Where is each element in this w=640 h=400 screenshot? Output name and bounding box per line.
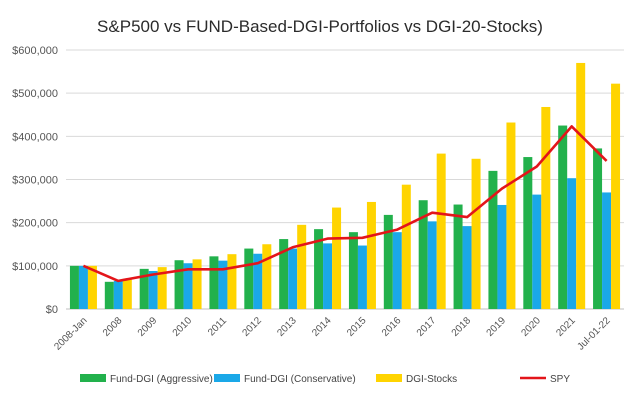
bar bbox=[497, 204, 507, 309]
y-tick-label: $600,000 bbox=[12, 45, 58, 57]
bar bbox=[262, 244, 272, 309]
bar bbox=[323, 243, 333, 309]
grid-layer bbox=[66, 49, 624, 310]
x-tick-label: 2020 bbox=[519, 315, 543, 339]
x-tick-label: 2019 bbox=[485, 315, 509, 339]
bar bbox=[506, 122, 516, 310]
legend-swatch bbox=[80, 374, 106, 382]
bar bbox=[462, 226, 472, 309]
chart-title: S&P500 vs FUND-Based-DGI-Portfolios vs D… bbox=[97, 17, 543, 36]
bar bbox=[383, 214, 393, 309]
x-tick-label: 2010 bbox=[171, 315, 195, 339]
bar bbox=[523, 157, 533, 309]
bar bbox=[611, 83, 621, 309]
bar bbox=[209, 256, 219, 309]
bar bbox=[418, 200, 428, 309]
bar bbox=[602, 192, 612, 309]
x-tick-label: 2008 bbox=[101, 315, 125, 339]
series-line bbox=[82, 125, 608, 283]
legend-label: SPY bbox=[550, 374, 570, 385]
bar bbox=[567, 178, 577, 309]
bar bbox=[332, 207, 342, 309]
bar bbox=[436, 153, 446, 309]
x-axis: 2008-Jan 2008 2009 2010 2011 2012 2013 2014 2015… bbox=[52, 315, 613, 353]
bar bbox=[113, 280, 123, 309]
bar bbox=[532, 194, 542, 309]
bar bbox=[253, 253, 263, 309]
x-tick-label: 2017 bbox=[415, 315, 439, 339]
bar bbox=[593, 148, 603, 309]
bar bbox=[357, 245, 367, 309]
bar bbox=[87, 265, 97, 309]
bars-layer bbox=[69, 62, 621, 310]
bar bbox=[157, 267, 167, 309]
x-tick-label: 2011 bbox=[206, 315, 229, 338]
bar bbox=[366, 201, 376, 309]
bar bbox=[288, 248, 298, 309]
legend-swatch bbox=[214, 374, 240, 382]
bar bbox=[192, 259, 202, 309]
bar bbox=[122, 278, 132, 309]
line-layer bbox=[82, 125, 608, 283]
bar bbox=[453, 204, 463, 309]
x-tick-label: 2018 bbox=[450, 315, 474, 339]
y-tick-label: $0 bbox=[46, 304, 58, 316]
bar bbox=[78, 265, 88, 309]
y-tick-label: $300,000 bbox=[12, 175, 58, 187]
x-tick-label: 2009 bbox=[136, 315, 160, 339]
bar bbox=[558, 125, 568, 310]
bar bbox=[297, 224, 307, 309]
x-tick-label: 2021 bbox=[554, 315, 578, 339]
bar bbox=[576, 62, 586, 310]
x-tick-label: Jul-01-22 bbox=[575, 315, 613, 353]
legend-swatch bbox=[376, 374, 402, 382]
bar bbox=[427, 221, 437, 309]
bar bbox=[148, 271, 158, 309]
bar bbox=[471, 158, 481, 309]
x-tick-label: 2014 bbox=[310, 315, 334, 339]
bar bbox=[174, 260, 184, 309]
y-tick-label: $400,000 bbox=[12, 131, 58, 143]
bar bbox=[401, 184, 411, 309]
y-tick-label: $500,000 bbox=[12, 88, 58, 100]
bar bbox=[279, 239, 289, 309]
bar bbox=[541, 106, 551, 309]
y-tick-label: $100,000 bbox=[12, 261, 58, 273]
x-tick-label: 2012 bbox=[240, 315, 264, 339]
x-tick-label: 2015 bbox=[345, 315, 369, 339]
legend-label: DGI-Stocks bbox=[406, 374, 457, 385]
legend-label: Fund-DGI (Conservative) bbox=[244, 374, 356, 385]
bar bbox=[227, 254, 237, 309]
x-tick-label: 2016 bbox=[380, 315, 404, 339]
legend-label: Fund-DGI (Aggressive) bbox=[110, 374, 213, 385]
bar bbox=[69, 265, 79, 309]
bar bbox=[392, 232, 402, 309]
y-axis: $0 $100,000 $200,000 $300,000 $400,000 $500,0… bbox=[12, 45, 58, 316]
x-tick-label: 2013 bbox=[275, 315, 299, 339]
bar bbox=[314, 229, 324, 309]
legend: Fund-DGI (Aggressive) Fund-DGI (Conservat… bbox=[80, 374, 570, 385]
bar bbox=[139, 268, 149, 309]
bar bbox=[488, 170, 498, 309]
bar bbox=[244, 248, 254, 309]
bar bbox=[104, 281, 114, 309]
bar bbox=[218, 260, 228, 309]
bar bbox=[183, 263, 193, 309]
bar bbox=[348, 232, 358, 309]
y-tick-label: $200,000 bbox=[12, 218, 58, 230]
x-tick-label: 2008-Jan bbox=[52, 315, 89, 352]
